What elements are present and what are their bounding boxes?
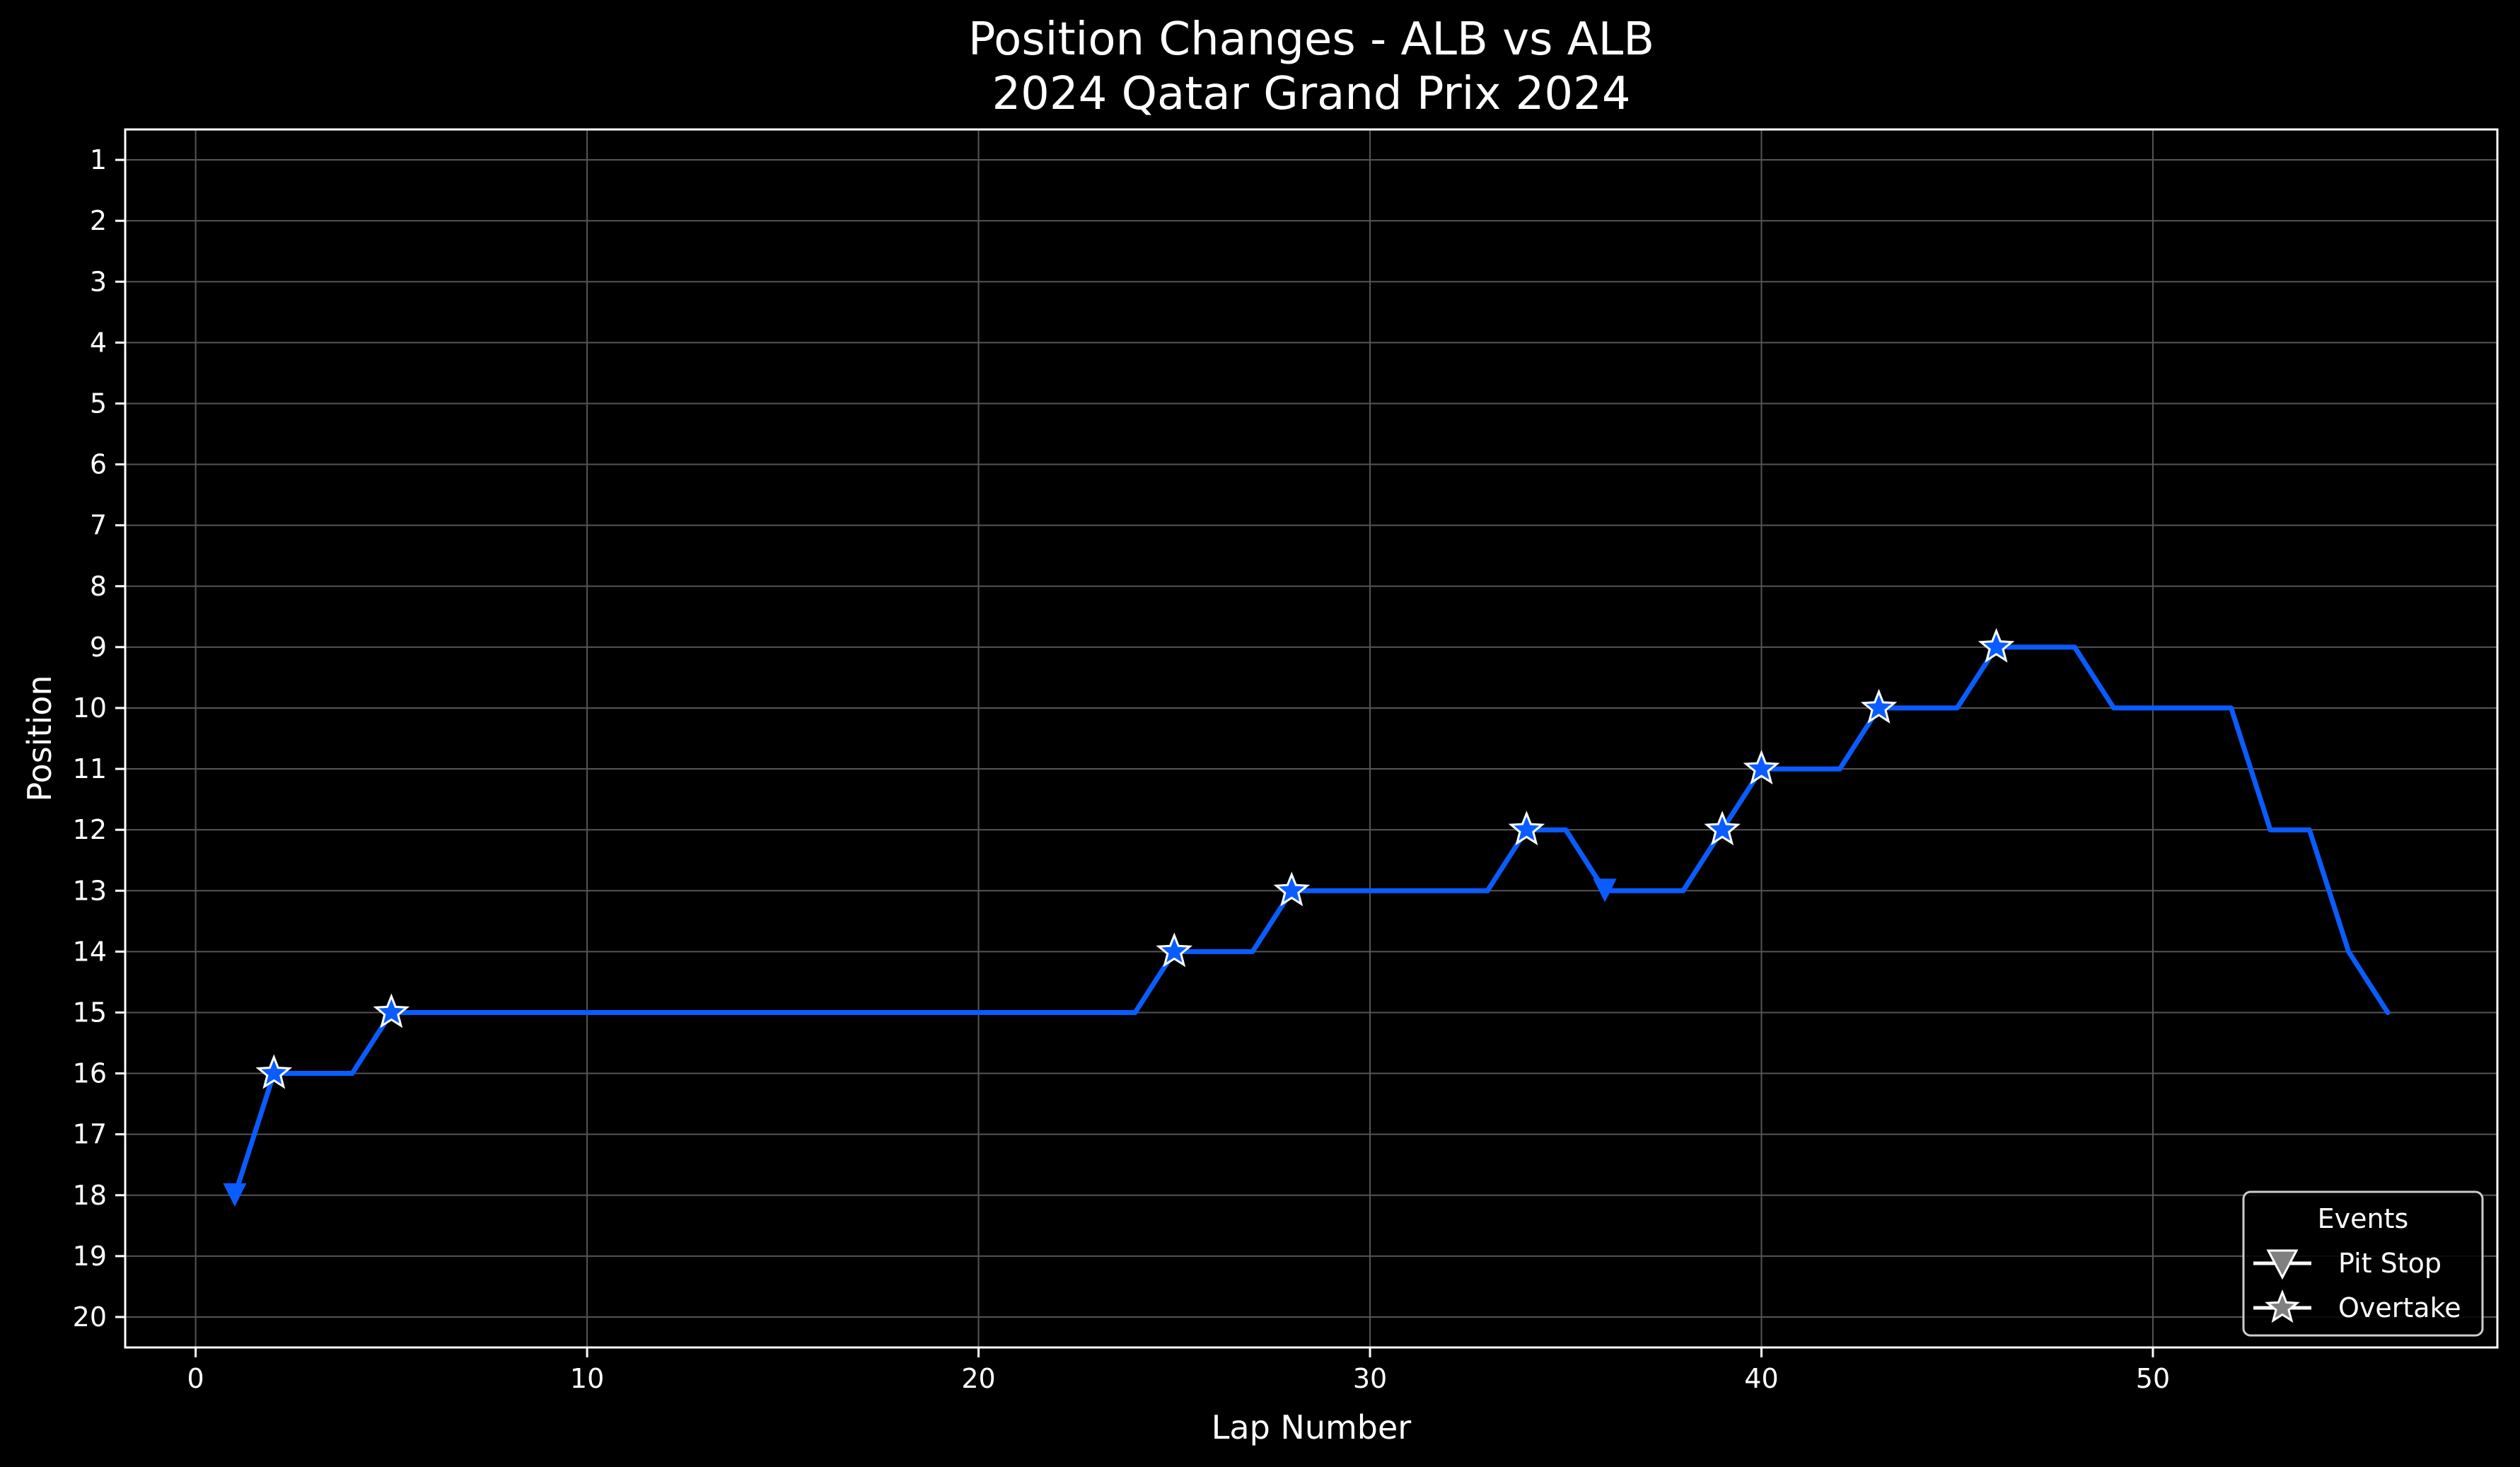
- chart-title: Position Changes - ALB vs ALB: [968, 13, 1654, 66]
- y-tick-label: 15: [73, 997, 107, 1028]
- star-icon: [2265, 1289, 2300, 1323]
- pit-stop-marker: [1593, 879, 1617, 903]
- x-tick-label: 0: [187, 1363, 204, 1394]
- x-tick-label: 10: [570, 1363, 604, 1394]
- y-axis-label: Position: [21, 675, 59, 801]
- x-tick-label: 20: [961, 1363, 995, 1394]
- overtake-marker: [1743, 750, 1780, 785]
- y-tick-label: 9: [90, 632, 107, 663]
- legend: Events Pit Stop Overtake: [2242, 1190, 2484, 1337]
- overtake-marker: [1273, 871, 1311, 907]
- y-tick-label: 19: [73, 1241, 107, 1272]
- legend-title: Events: [2318, 1203, 2409, 1234]
- position-series-line: [232, 644, 2391, 1198]
- y-tick-label: 7: [90, 510, 107, 541]
- legend-label-pit-stop: Pit Stop: [2338, 1248, 2441, 1279]
- overtake-marker: [1978, 627, 2015, 663]
- y-tick-label: 4: [90, 327, 107, 358]
- y-tick-label: 12: [73, 814, 107, 845]
- axes-frame: [124, 128, 2499, 1349]
- legend-entry-pit-stop: Pit Stop: [2253, 1248, 2441, 1280]
- x-tick-label: 50: [2136, 1363, 2170, 1394]
- legend-label-overtake: Overtake: [2338, 1292, 2461, 1323]
- x-tick-label: 30: [1353, 1363, 1387, 1394]
- x-axis-ticks: 0 10 20 30 40 50: [187, 1347, 2170, 1394]
- overtake-marker: [255, 1054, 293, 1089]
- triangle-down-icon: [2266, 1249, 2299, 1280]
- y-tick-label: 18: [73, 1180, 107, 1211]
- legend-box: [2242, 1190, 2484, 1337]
- legend-entry-overtake: Overtake: [2253, 1289, 2461, 1323]
- y-tick-label: 14: [73, 936, 107, 967]
- y-tick-label: 5: [90, 388, 107, 419]
- y-tick-label: 8: [90, 571, 107, 602]
- overtake-marker: [1860, 688, 1898, 724]
- y-tick-label: 10: [73, 692, 107, 724]
- x-axis-label: Lap Number: [1212, 1408, 1412, 1446]
- y-tick-label: 1: [90, 144, 107, 175]
- grid-lines: [125, 129, 2497, 1347]
- y-tick-label: 16: [73, 1058, 107, 1089]
- overtake-marker: [373, 993, 410, 1028]
- overtake-marker: [1508, 811, 1545, 846]
- event-markers: [223, 627, 2015, 1207]
- overtake-marker: [1704, 811, 1741, 846]
- plot-area: [232, 644, 2391, 1198]
- pit-stop-marker: [223, 1183, 247, 1207]
- y-tick-label: 13: [73, 875, 107, 906]
- overtake-marker: [1156, 932, 1193, 968]
- y-tick-label: 20: [73, 1301, 107, 1333]
- y-tick-label: 3: [90, 266, 107, 297]
- y-tick-label: 2: [90, 205, 107, 236]
- chart-subtitle: 2024 Qatar Grand Prix 2024: [992, 68, 1630, 120]
- y-tick-label: 17: [73, 1119, 107, 1150]
- y-tick-label: 11: [73, 753, 107, 784]
- x-tick-label: 40: [1744, 1363, 1778, 1394]
- y-tick-label: 6: [90, 449, 107, 480]
